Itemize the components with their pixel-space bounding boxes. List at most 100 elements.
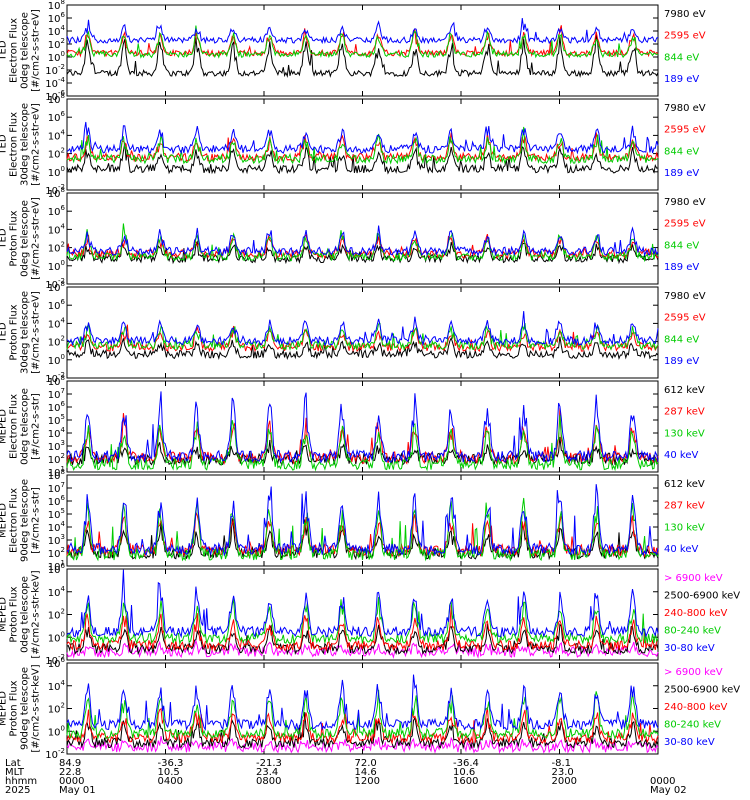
y-tick-label: 106 <box>48 562 66 576</box>
series-line <box>66 225 659 257</box>
y-tick-label: 101 <box>48 559 65 573</box>
y-tick-label: 102 <box>48 702 65 716</box>
footer-row-label: Lat <box>5 758 21 769</box>
footer-value: -21.3 <box>256 758 282 769</box>
series-line <box>66 415 659 472</box>
series-line <box>66 407 659 466</box>
y-tick-label: 104 <box>48 24 66 38</box>
y-tick-label: 10-2 <box>45 63 65 77</box>
footer-value: 10.6 <box>453 767 475 778</box>
legend-entry: 287 keV <box>664 407 705 418</box>
series-line <box>66 223 659 263</box>
series-line <box>66 336 659 361</box>
footer-value: 0800 <box>256 776 281 787</box>
y-tick-label: 100 <box>48 724 65 738</box>
y-tick-label: 100 <box>48 353 65 367</box>
legend-entry: 287 keV <box>664 501 705 512</box>
legend-entry: 2595 eV <box>664 219 706 230</box>
footer-value: 1200 <box>355 776 380 787</box>
y-tick-label: 102 <box>48 37 65 51</box>
series-line <box>66 240 659 265</box>
legend-entry: 612 keV <box>664 385 705 396</box>
footer-value: 72.0 <box>355 758 377 769</box>
series-line <box>66 518 659 561</box>
y-axis-label: TEDElectron Flux30deg telescope[#/cm2-s-… <box>0 103 42 186</box>
y-tick-label: 104 <box>48 585 66 599</box>
series-line <box>66 689 659 741</box>
y-tick-label: 105 <box>48 507 65 521</box>
series-line <box>66 121 659 155</box>
y-tick-label: 106 <box>48 494 66 508</box>
series-line <box>66 596 659 646</box>
footer-value: 1600 <box>453 776 478 787</box>
footer-value: 22.8 <box>59 767 81 778</box>
y-tick-label: 104 <box>48 316 66 330</box>
panel-4: 10-2 100 102 104 106 108 TEDProton Flux30deg t… <box>0 280 706 385</box>
series-line <box>66 674 659 732</box>
y-tick-label: 108 <box>48 0 65 12</box>
y-tick-label: 102 <box>48 147 65 161</box>
y-tick-label: 102 <box>48 546 65 560</box>
y-tick-label: 102 <box>48 241 65 255</box>
legend-entry: 844 eV <box>664 334 699 345</box>
footer-value: May 02 <box>650 785 687 796</box>
y-tick-label: 10-2 <box>45 371 65 385</box>
y-tick-label: 104 <box>48 222 66 236</box>
series-line <box>66 735 659 754</box>
y-tick-label: 100 <box>48 630 65 644</box>
y-tick-label: 101 <box>48 465 65 479</box>
legend-entry: 189 eV <box>664 356 699 367</box>
plot-frame <box>66 192 659 285</box>
y-tick-label: 10-6 <box>45 89 65 103</box>
series-line <box>66 311 659 347</box>
y-tick-label: 103 <box>48 439 65 453</box>
legend-entry: 189 eV <box>664 168 699 179</box>
legend-entry: 80-240 keV <box>664 720 721 731</box>
footer-row-label: 2025 <box>5 785 30 796</box>
legend-entry: 844 eV <box>664 146 699 157</box>
footer-value: 14.6 <box>355 767 377 778</box>
legend-entry: > 6900 keV <box>664 667 723 678</box>
legend-entry: 844 eV <box>664 240 699 251</box>
series-line <box>66 17 659 45</box>
y-tick-label: 103 <box>48 533 65 547</box>
y-tick-label: 108 <box>48 374 65 388</box>
legend-entry: > 6900 keV <box>664 573 723 584</box>
y-tick-label: 10-2 <box>45 277 65 291</box>
legend-entry: 130 keV <box>664 522 705 533</box>
plot-frame <box>66 286 659 379</box>
panel-8: 10-2 100 102 104 106 MEPEDProton Flux90deg te… <box>0 656 740 761</box>
series-line <box>66 142 659 175</box>
footer-value: -8.1 <box>552 758 572 769</box>
y-tick-label: 106 <box>48 400 66 414</box>
series-line <box>66 322 659 351</box>
y-tick-label: 106 <box>48 11 66 25</box>
legend-entry: 189 eV <box>664 74 699 85</box>
y-tick-label: 106 <box>48 656 66 670</box>
y-tick-label: 105 <box>48 413 65 427</box>
y-axis-label: TEDProton Flux0deg telescope[#/cm2-s-str… <box>0 197 42 280</box>
footer-row-label: MLT <box>5 767 25 778</box>
y-axis-label: MEPEDElectron Flux90deg telescope[#/cm2-… <box>0 479 42 562</box>
y-tick-label: 108 <box>48 280 65 294</box>
y-tick-label: 100 <box>48 259 65 273</box>
panel-7: 10-2 100 102 104 106 MEPEDProton Flux0deg tel… <box>0 562 740 667</box>
legend-entry: 2500-6900 keV <box>664 685 740 696</box>
legend-entry: 2595 eV <box>664 313 706 324</box>
footer-value: 84.9 <box>59 758 81 769</box>
y-tick-label: 108 <box>48 92 65 106</box>
y-axis-label: TEDElectron Flux0deg telescope[#/cm2-s-s… <box>0 9 42 92</box>
y-tick-label: 100 <box>48 165 65 179</box>
y-tick-label: 10-2 <box>45 183 65 197</box>
y-tick-label: 102 <box>48 608 65 622</box>
legend-entry: 240-800 keV <box>664 702 728 713</box>
legend-entry: 7980 eV <box>664 9 706 20</box>
legend-entry: 130 keV <box>664 428 705 439</box>
footer-value: 0000 <box>650 776 675 787</box>
footer-value: 23.4 <box>256 767 278 778</box>
series-line <box>66 707 659 746</box>
